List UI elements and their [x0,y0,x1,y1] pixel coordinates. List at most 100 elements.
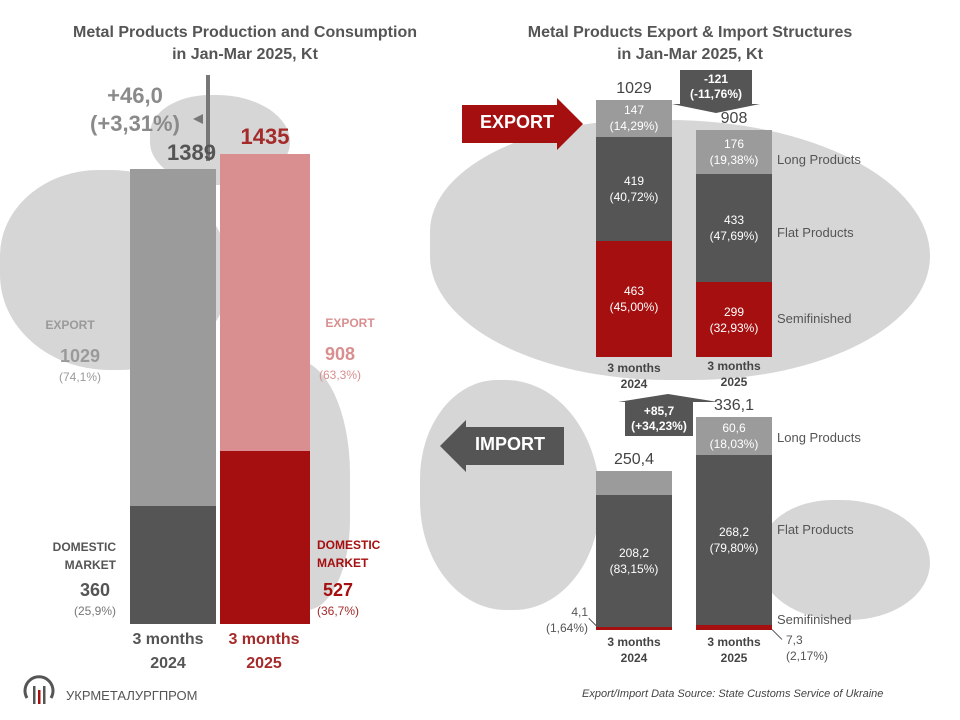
total-label-2024: 1389 [167,140,216,165]
left-bar-export-2024 [130,169,216,507]
import-delta-value: +85,7 [643,404,675,418]
import-segment-label: 208,2 (83,15%) [596,545,672,577]
import-arrow-label: IMPORT [475,434,545,454]
left-delta-pct: (+3,31%) [90,111,180,136]
segment-pct: (83,15%) [609,562,659,577]
segment-value: 433 [723,213,745,228]
data-source-note: Export/Import Data Source: State Customs… [582,688,884,700]
segment-value: 176 [723,137,745,152]
import-arrow-head-icon [440,420,466,472]
segment-pct: (19,38%) [709,153,759,168]
segment-value: 299 [723,304,745,319]
right-title-line1: Metal Products Export & Import Structure… [527,24,853,41]
export-segment-label: 176 (19,38%) [696,136,772,168]
export-arrow-label: EXPORT [479,112,554,132]
domestic-pct-2025: (36,7%) [316,604,360,618]
left-category-2025-l2: 2025 [246,655,282,672]
segment-value: 208,2 [618,546,650,561]
export-segment-label: 419 (40,72%) [596,173,672,205]
import-category-2025-l1: 3 months [707,635,761,649]
export-segment-label: 299 (32,93%) [696,304,772,336]
total-label-2025: 1435 [240,124,290,149]
left-category-2024-l1: 3 months [132,631,204,648]
segment-value: 463 [623,284,645,299]
import-semi-callout-2024: 4,1 (1,64%) [538,604,588,636]
export-delta-pct: (-11,76%) [689,87,743,101]
left-delta-value: +46,0 [107,83,163,108]
export-pct-2024: (74,1%) [58,370,102,384]
import-total-2025: 336,1 [713,397,755,414]
import-category-2024: 3 months 2024 [596,634,672,666]
segment-pct: (40,72%) [609,190,659,205]
export-category-2025: 3 months 2025 [696,358,772,390]
export-bar-flat-products-2024: 419 (40,72%) [596,136,672,242]
import-bar-long-products-2024 [596,470,672,496]
import-semi-leader-2025 [771,629,783,640]
import-category-2024-l1: 3 months [607,635,661,649]
segment-pct: (79,80%) [709,541,759,556]
import-delta-pct: (+34,23%) [631,419,687,433]
domestic-label-2024-l2: MARKET [64,558,116,572]
import-semi-pct-2025: (2,17%) [786,649,829,663]
import-segment-label: 268,2 (79,80%) [696,524,772,556]
export-bar-semifinished-2024: 463 (45,00%) [596,241,672,357]
import-bar-semifinished-2024 [596,627,672,630]
export-delta-value: -121 [703,72,729,86]
export-label-2025: EXPORT [325,316,375,330]
import-segment-label: 60,6 (18,03%) [696,420,772,452]
domestic-label-2024-l1: DOMESTIC [52,540,116,554]
segment-value: 60,6 [722,421,746,436]
domestic-pct-2024: (25,9%) [73,604,117,618]
left-delta-annotation: +46,0 (+3,31%) [80,82,190,138]
left-title-line2: in Jan-Mar 2025, Kt [172,46,318,63]
export-segment-label: 147 (14,29%) [596,102,672,134]
export-category-2025-l1: 3 months [707,359,761,373]
left-bar-domestic-market-2024 [130,506,216,624]
export-legend-semi: Semifinished [777,311,852,326]
export-segment-label: 463 (45,00%) [596,283,672,315]
right-title-line2: in Jan-Mar 2025, Kt [617,46,763,63]
segment-value: 147 [623,103,645,118]
export-category-2024-l2: 2024 [620,377,648,391]
export-label-2024: EXPORT [45,318,95,332]
export-bar-long-products-2024: 147 (14,29%) [596,100,672,137]
import-bar-flat-products-2024: 208,2 (83,15%) [596,495,672,627]
import-semi-pct-2024: (1,64%) [545,621,588,635]
import-legend-flat: Flat Products [777,522,854,537]
export-category-2024-l1: 3 months [607,361,661,375]
import-arrow [466,427,564,465]
segment-pct: (47,69%) [709,229,759,244]
left-category-2025-l1: 3 months [228,631,300,648]
left-title-line1: Metal Products Production and Consumptio… [73,24,417,41]
export-arrow [462,105,557,143]
export-delta-arrow-icon [672,104,760,113]
import-delta-arrow-icon [618,394,718,402]
import-semi-value-2025: 7,3 [786,633,803,647]
logo-icon [22,672,56,706]
delta-bracket-line [206,75,210,161]
export-category-2025-l2: 2025 [720,375,748,389]
domestic-label-2025: DOMESTIC MARKET [317,536,407,572]
import-bar-long-products-2025: 60,6 (18,03%) [696,417,772,456]
segment-pct: (18,03%) [709,437,759,452]
export-bar-long-products-2025: 176 (19,38%) [696,130,772,175]
export-bar-flat-products-2025: 433 (47,69%) [696,174,772,283]
segment-pct: (32,93%) [709,320,759,335]
export-value-2024: 1029 [59,346,101,366]
export-category-2024: 3 months 2024 [596,360,672,392]
import-category-2024-l2: 2024 [620,651,648,665]
left-bar-domestic-market-2025 [220,451,310,624]
domestic-label-2025-l1: DOMESTIC [317,538,381,552]
export-legend-long: Long Products [777,152,861,167]
left-category-2024: 3 months 2024 [120,628,216,676]
export-segment-label: 433 (47,69%) [696,212,772,244]
domestic-label-2024: DOMESTIC MARKET [40,538,116,574]
map-eurasia [430,120,930,380]
segment-pct: (45,00%) [609,300,659,315]
import-category-2025-l2: 2025 [720,651,748,665]
export-arrow-head-icon [557,98,583,150]
domestic-value-2025: 527 [322,580,354,600]
import-bar-semifinished-2025 [696,625,772,630]
segment-value: 419 [623,174,645,189]
logo-text: УКРМЕТАЛУРГПРОМ [66,688,198,703]
